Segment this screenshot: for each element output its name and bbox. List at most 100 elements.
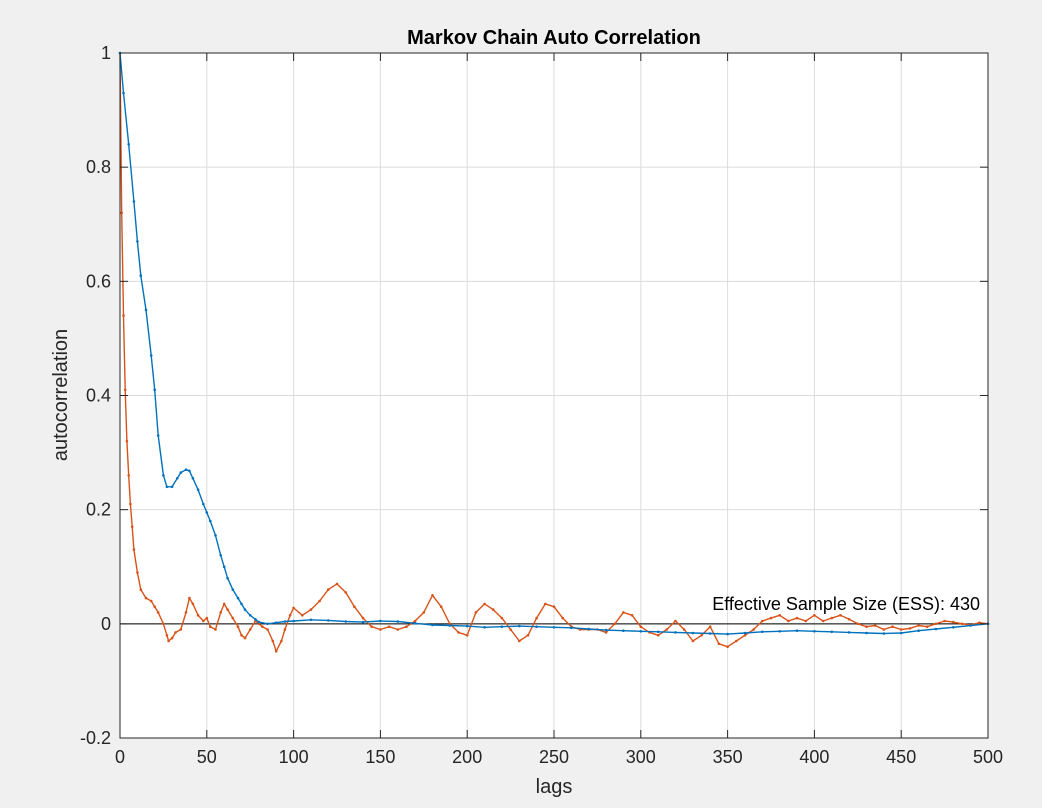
series-1-point: [535, 625, 538, 628]
x-tick-label: 150: [365, 747, 395, 767]
series-1-point: [969, 624, 972, 627]
series-1-point: [240, 602, 243, 606]
series-2-point: [804, 619, 807, 623]
series-2-point: [952, 620, 955, 624]
series-2-point: [123, 388, 127, 392]
series-2-point: [184, 611, 188, 614]
x-tick-label: 450: [886, 747, 916, 767]
series-1-point: [127, 143, 130, 146]
series-2-point: [656, 634, 660, 637]
x-tick-label: 300: [626, 747, 656, 767]
series-1-point: [587, 627, 590, 631]
series-2-point: [899, 628, 903, 631]
series-2-point: [761, 619, 764, 623]
series-1-point: [656, 630, 660, 634]
series-2-point: [288, 614, 292, 617]
series-2-point: [231, 616, 235, 620]
series-2-point: [483, 602, 486, 606]
series-2-point: [156, 611, 160, 614]
series-1-point: [726, 632, 729, 636]
series-1-point: [202, 502, 205, 506]
series-2-point: [752, 628, 755, 631]
series-2-point: [622, 611, 625, 614]
series-2-point: [891, 625, 894, 628]
series-2-point: [292, 606, 295, 610]
series-2-point: [474, 611, 478, 614]
chart-title: Markov Chain Auto Correlation: [407, 27, 701, 49]
series-2-point: [120, 211, 123, 215]
tick-marks: [119, 52, 989, 739]
series-2-point: [149, 599, 153, 603]
series-1-point: [552, 626, 556, 629]
series-2-point: [865, 625, 868, 628]
series-2-point: [248, 628, 252, 631]
series-2-point: [457, 631, 460, 634]
x-tick-label: 500: [973, 747, 1003, 767]
series-1-point: [176, 477, 179, 480]
y-tick-labels: -0.2 0 0.2 0.4 0.6 0.8 1: [80, 43, 111, 748]
series-2-point: [261, 625, 264, 628]
series-2-point: [144, 596, 148, 600]
series-1-point: [274, 621, 278, 624]
series-1-point: [139, 274, 143, 277]
series-2-point: [301, 614, 304, 617]
series-2-point: [613, 622, 617, 626]
series-group: [118, 51, 990, 653]
ess-annotation: Effective Sample Size (ESS): 430: [712, 594, 980, 614]
series-1-point: [205, 511, 209, 514]
series-2-point: [283, 628, 287, 631]
series-2-point: [691, 639, 695, 643]
series-1-point: [144, 308, 148, 312]
series-1-point: [882, 632, 886, 635]
series-1-point: [639, 630, 643, 633]
series-2-point: [130, 525, 134, 529]
series-2-point: [839, 614, 842, 617]
series-1-point: [778, 630, 781, 633]
series-1-point: [196, 488, 200, 492]
series-2-point: [665, 628, 669, 631]
series-2-point: [243, 636, 247, 640]
series-2-point: [327, 588, 330, 591]
series-1-point: [156, 434, 160, 437]
series-2-point: [500, 616, 504, 620]
series-2-point: [209, 625, 212, 628]
series-2-point: [335, 582, 339, 586]
series-1-point: [132, 200, 136, 203]
series-2-point: [726, 645, 729, 648]
series-1-point: [813, 630, 816, 633]
series-1-point: [761, 630, 764, 634]
series-1-point: [188, 469, 191, 473]
series-2-point: [978, 621, 981, 624]
series-1-point: [708, 632, 712, 635]
series-2-point: [934, 622, 938, 626]
series-1-point: [952, 626, 955, 629]
series-2-point: [353, 605, 356, 608]
series-1-point: [899, 631, 903, 635]
series-1-point: [431, 623, 434, 627]
series-2-point: [167, 639, 170, 643]
series-2-point: [491, 608, 495, 611]
series-2-point: [387, 625, 391, 628]
series-2-point: [518, 639, 521, 643]
series-2-point: [639, 625, 643, 628]
series-2-point: [280, 639, 283, 643]
series-2-point: [309, 608, 313, 611]
series-2-point: [908, 627, 912, 630]
series-1-point: [361, 620, 365, 624]
series-2-point: [787, 619, 790, 623]
x-axis-label: lags: [536, 776, 573, 798]
series-1-point: [292, 619, 295, 623]
series-2-point: [191, 602, 195, 606]
y-tick-label: 0.2: [86, 500, 111, 520]
series-2-point: [422, 611, 426, 614]
series-1-point: [327, 619, 330, 622]
series-2-point: [769, 616, 773, 620]
series-2-point: [917, 624, 920, 627]
series-1-point: [483, 626, 486, 629]
series-1-point: [847, 631, 851, 634]
series-1-point: [570, 626, 573, 630]
series-2-point: [136, 571, 139, 574]
y-tick-label: 0.4: [86, 386, 111, 406]
series-2-point: [153, 605, 156, 608]
